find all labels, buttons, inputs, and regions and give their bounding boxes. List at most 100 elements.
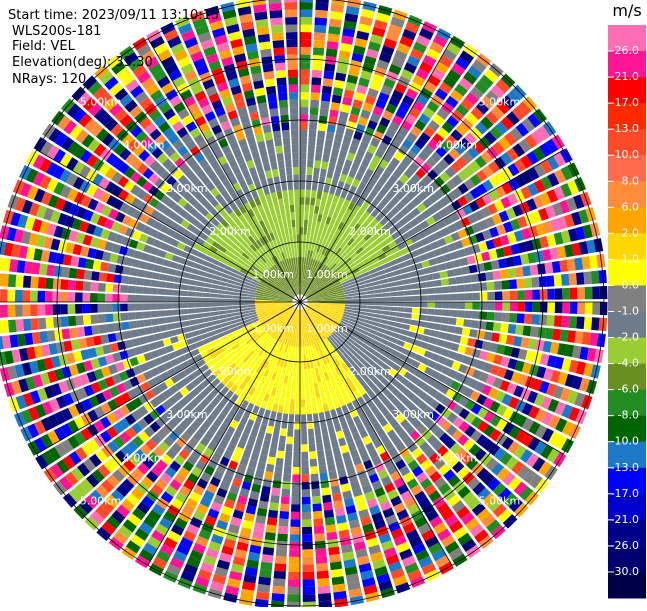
range-gate — [328, 425, 335, 434]
range-gate — [426, 315, 434, 322]
range-gate — [394, 322, 402, 328]
range-gate — [278, 405, 284, 413]
range-gate — [281, 183, 287, 191]
range-gate — [403, 318, 411, 324]
range-gate — [135, 286, 143, 293]
range-gate — [330, 561, 342, 570]
range-gate — [184, 266, 193, 273]
range-gate — [388, 282, 396, 287]
range-gate — [381, 283, 389, 288]
range-gate — [170, 336, 179, 344]
colorbar-label: 10.0 — [615, 148, 640, 161]
range-gate — [195, 303, 203, 308]
range-gate — [108, 333, 117, 342]
range-gate — [390, 297, 398, 301]
range-gate — [115, 265, 124, 274]
range-gate — [281, 122, 289, 130]
range-gate — [300, 107, 308, 115]
range-gate — [288, 70, 298, 78]
range-gate — [313, 213, 318, 221]
range-gate — [552, 261, 561, 273]
range-gate — [120, 285, 128, 293]
range-gate — [561, 274, 569, 286]
range-gate — [294, 444, 300, 452]
range-gate — [291, 497, 300, 505]
range-gate — [432, 272, 440, 279]
range-gate — [289, 197, 294, 205]
range-gate — [264, 409, 271, 418]
range-gate — [457, 285, 465, 293]
range-gate — [15, 275, 23, 288]
colorbar-label: 17.0 — [615, 96, 640, 109]
range-gate — [389, 287, 397, 292]
range-gate — [300, 70, 310, 78]
range-gate — [296, 392, 300, 400]
range-gate — [288, 579, 300, 587]
range-gate — [257, 508, 267, 517]
range-gate — [332, 95, 342, 104]
range-gate — [293, 459, 300, 467]
range-gate — [288, 227, 292, 235]
range-gate — [296, 377, 300, 385]
range-gate — [266, 139, 274, 148]
range-gate — [309, 115, 317, 123]
range-gate — [517, 290, 525, 300]
range-gate — [300, 160, 306, 168]
range-gate — [180, 297, 188, 302]
ring-label: 2.00km — [209, 365, 251, 378]
range-gate — [128, 295, 136, 302]
range-gate — [286, 391, 291, 399]
range-gate — [258, 34, 270, 43]
range-gate — [287, 384, 292, 392]
range-gate — [114, 274, 122, 283]
range-gate — [486, 282, 494, 291]
range-gate — [240, 308, 248, 311]
range-gate — [300, 347, 302, 355]
range-gate — [304, 220, 308, 228]
range-gate — [318, 458, 326, 466]
range-gate — [312, 70, 322, 78]
range-gate — [440, 324, 448, 332]
range-gate — [313, 55, 324, 63]
range-gate — [107, 263, 116, 272]
range-gate — [329, 432, 337, 441]
range-gate — [410, 320, 418, 326]
range-gate — [105, 294, 113, 302]
range-gate — [317, 130, 325, 138]
range-gate — [410, 277, 418, 283]
range-gate — [146, 335, 155, 343]
ring-label: 1.00km — [252, 322, 294, 335]
range-gate — [204, 317, 212, 322]
range-gate — [300, 220, 304, 228]
range-gate — [183, 272, 191, 279]
range-gate — [333, 87, 343, 96]
range-gate — [367, 298, 375, 301]
range-gate — [271, 25, 283, 33]
range-gate — [328, 546, 340, 555]
range-gate — [62, 328, 71, 339]
range-gate — [442, 286, 450, 293]
range-gate — [524, 314, 532, 324]
range-gate — [393, 270, 401, 276]
range-gate — [289, 100, 298, 108]
range-gate — [90, 315, 98, 324]
range-gate — [269, 185, 276, 193]
range-gate — [540, 289, 548, 300]
range-gate — [330, 478, 339, 487]
range-gate — [502, 291, 510, 300]
range-gate — [448, 277, 456, 285]
range-gate — [265, 532, 276, 541]
range-gate — [274, 396, 280, 404]
range-gate — [302, 250, 305, 258]
range-gate — [300, 197, 305, 205]
range-gate — [285, 17, 297, 25]
range-gate — [283, 474, 291, 482]
range-gate — [300, 212, 304, 220]
range-gate — [491, 260, 500, 270]
range-gate — [400, 267, 409, 274]
range-gate — [319, 412, 325, 420]
range-gate — [287, 47, 298, 55]
range-gate — [298, 272, 299, 280]
range-gate — [189, 280, 197, 286]
range-gate — [292, 227, 296, 235]
